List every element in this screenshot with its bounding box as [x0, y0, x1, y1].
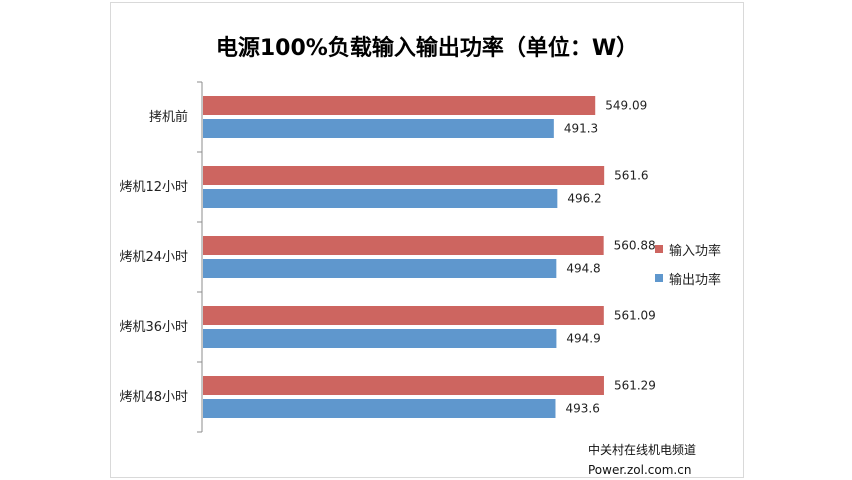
bar-input-power: [203, 306, 604, 325]
data-label: 491.3: [564, 122, 598, 136]
legend-item-input: 输入功率: [655, 240, 722, 259]
bar-output-power: [203, 259, 557, 278]
data-label: 561.09: [614, 309, 656, 323]
data-label: 494.9: [566, 332, 600, 346]
watermark: 中关村在线机电频道 Power.zol.com.cn: [588, 440, 696, 480]
data-label: 493.6: [565, 402, 599, 416]
data-label: 494.8: [566, 262, 600, 276]
bar-input-power: [203, 166, 605, 185]
chart-title: 电源100%负载输入输出功率（单位：W）: [215, 36, 639, 61]
data-label: 496.2: [567, 192, 601, 206]
legend-label-output: 输出功率: [669, 272, 722, 288]
bars-layer: 拷机前 549.09 491.3 烤机12小时 561.6 496.2 烤机24小时 560.…: [119, 81, 656, 433]
legend-label-input: 输入功率: [669, 243, 722, 259]
legend-item-output: 输出功率: [655, 269, 722, 288]
bar-input-power: [203, 236, 604, 255]
category-label: 拷机前: [149, 109, 188, 125]
bar-output-power: [203, 329, 557, 348]
bar-input-power: [203, 376, 604, 395]
legend-swatch-output: [655, 274, 663, 282]
data-label: 549.09: [605, 99, 647, 113]
category-label: 烤机24小时: [119, 250, 188, 265]
data-label: 561.6: [614, 169, 648, 183]
legend: 输入功率 输出功率: [655, 240, 721, 298]
data-label: 561.29: [614, 379, 656, 393]
category-label: 烤机48小时: [119, 390, 188, 405]
watermark-line2: Power.zol.com.cn: [588, 463, 692, 477]
legend-swatch-input: [655, 245, 663, 253]
bar-output-power: [203, 189, 558, 208]
category-label: 烤机36小时: [119, 320, 188, 335]
category-label: 烤机12小时: [119, 180, 188, 195]
watermark-line1: 中关村在线机电频道: [588, 443, 697, 457]
bar-output-power: [203, 399, 556, 418]
data-label: 560.88: [614, 239, 656, 253]
bar-input-power: [203, 96, 596, 115]
bar-output-power: [203, 119, 554, 138]
